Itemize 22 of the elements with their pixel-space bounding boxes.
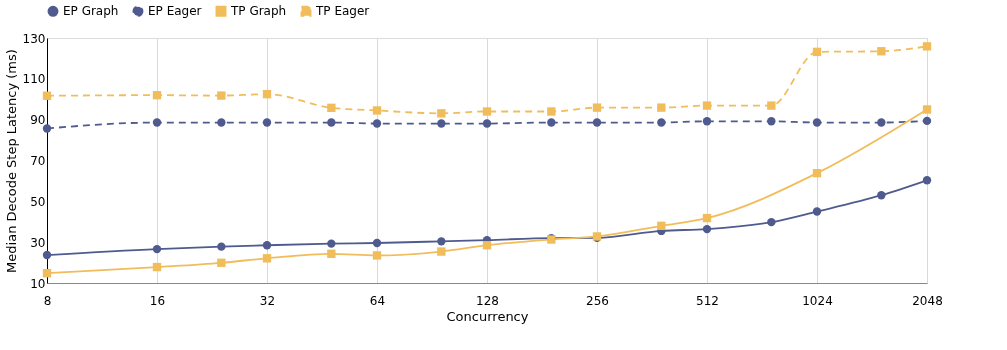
x-tick-label: 8 <box>43 293 52 308</box>
legend-label: EP Eager <box>148 4 202 19</box>
x-tick-label: 512 <box>696 293 719 308</box>
x-tick-label: 16 <box>149 293 166 308</box>
y-tick-label: 50 <box>30 194 46 209</box>
y-tick-label: 110 <box>22 72 46 87</box>
x-tick-label: 32 <box>259 293 276 308</box>
legend-label: EP Graph <box>63 4 119 19</box>
legend-label: TP Eager <box>315 4 370 19</box>
y-tick-label: 30 <box>30 235 46 250</box>
y-tick-label: 70 <box>30 154 46 168</box>
y-tick-label: 10 <box>30 276 46 291</box>
y-axis-title: Median Decode Step Latency (ms) <box>3 49 19 273</box>
x-tick-label: 128 <box>476 293 499 308</box>
y-tick-label: 90 <box>30 113 46 128</box>
y-tick-label: 130 <box>22 31 46 46</box>
x-tick-label: 1024 <box>802 293 833 308</box>
x-tick-label: 256 <box>586 293 609 308</box>
x-axis-title: Concurrency <box>446 308 529 324</box>
x-tick-label: 2048 <box>912 293 943 308</box>
x-tick-label: 64 <box>369 293 386 308</box>
legend-label: TP Graph <box>230 4 287 19</box>
